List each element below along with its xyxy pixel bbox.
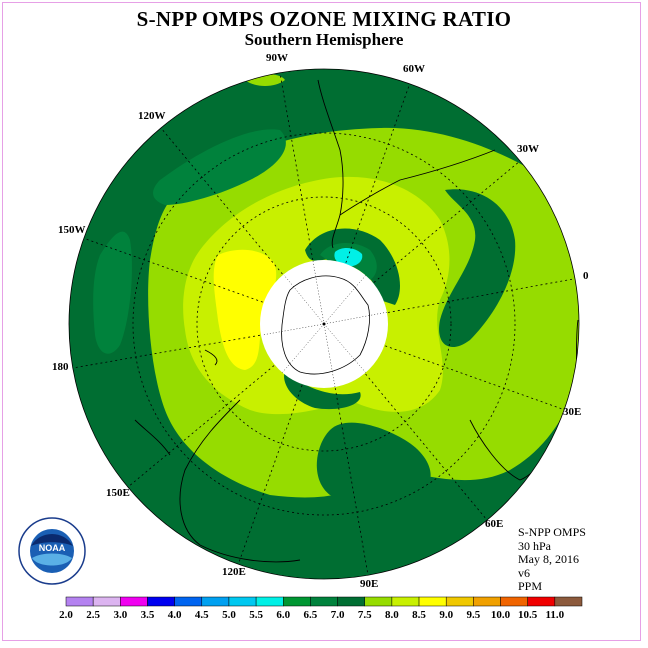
- colorbar-tick-label: 7.0: [331, 609, 345, 621]
- map-subtitle: Southern Hemisphere: [244, 30, 404, 49]
- map-title: S-NPP OMPS OZONE MIXING RATIO: [136, 7, 512, 31]
- colorbar: 2.0 2.5 3.0 3.5 4.0 4.5 5.0 5.5 6.0 6.5 7.0 7.5 8.0 8…: [59, 596, 583, 621]
- colorbar-swatch: [120, 596, 148, 607]
- colorbar-swatch: [554, 596, 583, 607]
- field-atlantic-dark: [439, 189, 516, 348]
- colorbar-tick-label: 11.0: [546, 609, 565, 621]
- colorbar-swatch: [445, 596, 474, 607]
- colorbar-swatch: [310, 596, 338, 607]
- colorbar-swatch: [337, 596, 365, 607]
- colorbar-tick-label: 10.0: [491, 609, 511, 621]
- colorbar-tick-label: 8.5: [412, 609, 426, 621]
- colorbar-tick-label: 9.5: [466, 609, 480, 621]
- colorbar-swatch: [228, 596, 257, 607]
- colorbar-swatch: [500, 596, 528, 607]
- colorbar-swatch: [391, 596, 420, 607]
- lon-label-150w: 150W: [58, 224, 86, 236]
- colorbar-tick-label: 6.0: [276, 609, 290, 621]
- info-units: PPM: [518, 579, 543, 593]
- colorbar-swatch: [201, 596, 230, 607]
- info-date: May 8, 2016: [518, 552, 579, 566]
- lon-label-150e: 150E: [106, 487, 130, 499]
- lon-label-60e: 60E: [485, 518, 503, 530]
- colorbar-swatch: [364, 596, 393, 607]
- map-border: [68, 68, 580, 580]
- lon-label-30e: 30E: [563, 406, 581, 418]
- colorbar-tick-label: 2.0: [59, 609, 73, 621]
- colorbar-tick-label: 5.0: [222, 609, 236, 621]
- colorbar-swatch: [527, 596, 556, 607]
- lon-label-60w: 60W: [403, 63, 425, 75]
- colorbar-tick-label: 3.5: [141, 609, 155, 621]
- colorbar-swatch: [92, 596, 121, 607]
- colorbar-swatch: [473, 596, 501, 607]
- south-pole-dot: [322, 322, 326, 326]
- info-block: S-NPP OMPS 30 hPa May 8, 2016 v6 PPM: [518, 525, 586, 594]
- lon-label-30w: 30W: [517, 143, 539, 155]
- lon-label-90w: 90W: [266, 52, 288, 64]
- field-pacific-blob: [93, 231, 132, 354]
- lon-label-0: 0: [583, 270, 589, 282]
- field-level-5-5: [334, 248, 363, 267]
- colorbar-tick-label: 8.0: [385, 609, 399, 621]
- colorbar-tick-label: 9.0: [439, 609, 453, 621]
- colorbar-tick-label: 7.5: [358, 609, 372, 621]
- info-version: v6: [518, 565, 530, 580]
- colorbar-tick-label: 4.0: [168, 609, 182, 621]
- colorbar-tick-label: 10.5: [518, 609, 538, 621]
- colorbar-swatch: [418, 596, 447, 607]
- colorbar-tick-label: 2.5: [86, 609, 100, 621]
- field-pole-south-ring: [284, 370, 361, 410]
- lon-label-90e: 90E: [360, 578, 378, 590]
- field-nw-blob: [153, 129, 286, 205]
- field-level-8-5: [213, 249, 277, 370]
- info-product: S-NPP OMPS: [518, 525, 586, 539]
- colorbar-tick-label: 6.5: [304, 609, 318, 621]
- info-level: 30 hPa: [518, 538, 551, 553]
- colorbar-swatch: [283, 596, 311, 607]
- lon-label-180: 180: [52, 361, 69, 373]
- colorbar-swatch: [255, 596, 284, 607]
- figure-frame: [2, 2, 641, 641]
- noaa-logo-text: NOAA: [39, 543, 66, 553]
- colorbar-swatch: [65, 596, 94, 607]
- polar-graticule: [261, 260, 389, 388]
- antarctica-outline: [281, 275, 370, 375]
- colorbar-swatch: [147, 596, 175, 607]
- lon-label-120w: 120W: [138, 110, 166, 122]
- colorbar-tick-label: 4.5: [195, 609, 209, 621]
- noaa-logo: NOAA: [18, 517, 86, 585]
- colorbar-tick-label: 5.5: [249, 609, 263, 621]
- longitude-labels: 0 30E 60E 90E 120E 150E 180 150W 120W 90…: [52, 52, 589, 590]
- colorbar-swatch: [174, 596, 203, 607]
- lon-label-120e: 120E: [222, 566, 246, 578]
- colorbar-tick-label: 3.0: [113, 609, 127, 621]
